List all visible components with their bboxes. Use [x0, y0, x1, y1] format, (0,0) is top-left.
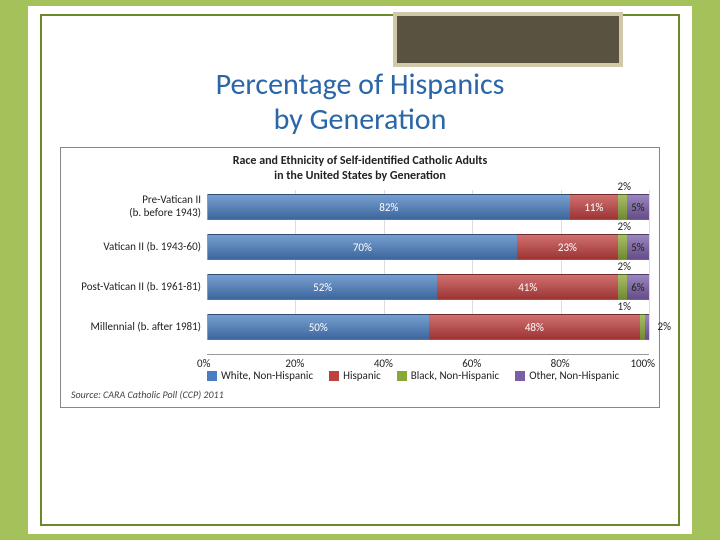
- chart-title-line2: in the United States by Generation: [274, 169, 446, 183]
- ext-label-top: 1%: [618, 300, 631, 313]
- x-axis: 0%20%40%60%80%100%: [207, 354, 649, 355]
- bar-segment: 6%: [627, 274, 649, 300]
- bar-area: 50%48%1%2%: [207, 314, 649, 340]
- chart-row: Vatican II (b. 1943-60)70%23%5%2%: [71, 234, 649, 260]
- legend-label: Black, Non-Hispanic: [411, 369, 499, 382]
- legend-swatch: [207, 371, 217, 381]
- bar-segment: 5%: [627, 194, 649, 220]
- slide-title-line1: Percentage of Hispanics: [216, 66, 505, 103]
- chart-row: Pre-Vatican II(b. before 1943)82%11%5%2%: [71, 194, 649, 220]
- legend-item: Hispanic: [329, 369, 381, 382]
- chart-container: Race and Ethnicity of Self-identified Ca…: [60, 147, 660, 408]
- bar-area: 52%41%6%2%: [207, 274, 649, 300]
- bar-segment: 23%: [517, 234, 618, 260]
- bar-segment: 11%: [570, 194, 619, 220]
- bar-segment: 41%: [437, 274, 618, 300]
- slide-title: Percentage of Hispanics by Generation: [42, 68, 678, 137]
- legend-label: Hispanic: [343, 369, 381, 382]
- row-label: Millennial (b. after 1981): [71, 321, 207, 334]
- ext-label-top: 2%: [618, 220, 631, 233]
- bar-segment: 5%: [627, 234, 649, 260]
- slide-content: Percentage of Hispanics by Generation Ra…: [40, 14, 680, 526]
- chart-rows: Pre-Vatican II(b. before 1943)82%11%5%2%…: [71, 190, 649, 340]
- bar-segment: 48%: [429, 314, 641, 340]
- chart-row: Post-Vatican II (b. 1961-81)52%41%6%2%: [71, 274, 649, 300]
- row-label: Post-Vatican II (b. 1961-81): [71, 281, 207, 294]
- ext-label-right: 2%: [658, 320, 671, 333]
- legend-item: Other, Non-Hispanic: [515, 369, 619, 382]
- legend-swatch: [397, 371, 407, 381]
- ext-label-top: 2%: [618, 260, 631, 273]
- bar-segment: 52%: [208, 274, 437, 300]
- row-label: Vatican II (b. 1943-60): [71, 241, 207, 254]
- ext-label-top: 2%: [618, 180, 631, 193]
- chart-row: Millennial (b. after 1981)50%48%1%2%: [71, 314, 649, 340]
- chart-source: Source: CARA Catholic Poll (CCP) 2011: [71, 388, 649, 401]
- row-label: Pre-Vatican II(b. before 1943): [71, 194, 207, 219]
- bar-segment: [645, 314, 649, 340]
- bar-segment: [618, 234, 627, 260]
- bar-segment: 50%: [208, 314, 429, 340]
- legend-item: Black, Non-Hispanic: [397, 369, 499, 382]
- bar-segment: [618, 274, 627, 300]
- legend-swatch: [515, 371, 525, 381]
- bar-area: 70%23%5%2%: [207, 234, 649, 260]
- chart-title: Race and Ethnicity of Self-identified Ca…: [71, 154, 649, 184]
- bar-segment: 82%: [208, 194, 570, 220]
- slide-title-line2: by Generation: [274, 101, 447, 138]
- chart-title-line1: Race and Ethnicity of Self-identified Ca…: [233, 154, 488, 168]
- corner-decoration: [393, 12, 623, 67]
- bar-segment: 70%: [208, 234, 517, 260]
- legend-label: Other, Non-Hispanic: [529, 369, 619, 382]
- bar-segment: [618, 194, 627, 220]
- legend-item: White, Non-Hispanic: [207, 369, 313, 382]
- legend-label: White, Non-Hispanic: [221, 369, 313, 382]
- legend-swatch: [329, 371, 339, 381]
- bar-area: 82%11%5%2%: [207, 194, 649, 220]
- chart-legend: White, Non-Hispanic Hispanic Black, Non-Hi…: [207, 369, 649, 382]
